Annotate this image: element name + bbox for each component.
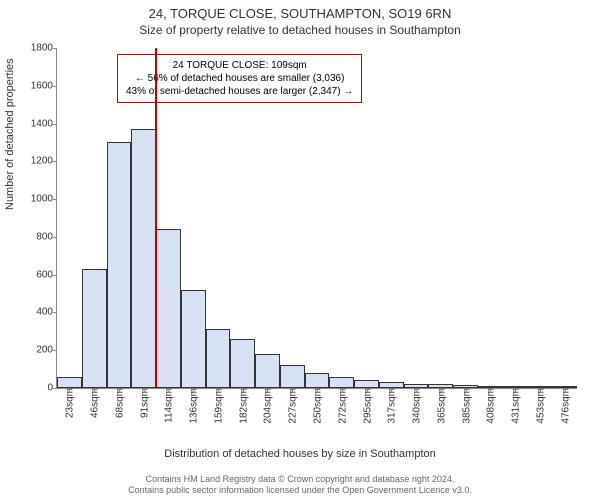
x-tick-label: 453sqm xyxy=(533,388,546,424)
annotation-line1: 24 TORQUE CLOSE: 109sqm xyxy=(126,59,353,72)
y-tick-mark xyxy=(53,350,57,351)
y-tick-mark xyxy=(53,199,57,200)
x-tick-mark xyxy=(144,388,145,392)
y-tick-mark xyxy=(53,312,57,313)
x-tick-label: 23sqm xyxy=(63,388,76,418)
y-tick-mark xyxy=(53,48,57,49)
footer-attribution: Contains HM Land Registry data © Crown c… xyxy=(0,474,600,496)
plot-area: 24 TORQUE CLOSE: 109sqm ← 56% of detache… xyxy=(56,48,577,389)
x-tick-mark xyxy=(441,388,442,392)
chart-subtitle: Size of property relative to detached ho… xyxy=(0,21,600,37)
x-tick-mark xyxy=(466,388,467,392)
y-tick-mark xyxy=(53,388,57,389)
x-tick-label: 114sqm xyxy=(162,388,175,423)
histogram-bar xyxy=(354,380,379,388)
x-tick-mark xyxy=(94,388,95,392)
annotation-line3: 43% of semi-detached houses are larger (… xyxy=(126,85,353,98)
x-tick-label: 46sqm xyxy=(88,388,101,418)
y-tick-mark xyxy=(53,237,57,238)
annotation-box: 24 TORQUE CLOSE: 109sqm ← 56% of detache… xyxy=(117,54,362,103)
histogram-bar xyxy=(329,377,354,388)
histogram-bar xyxy=(57,377,82,388)
x-tick-mark xyxy=(243,388,244,392)
x-tick-label: 182sqm xyxy=(236,388,249,424)
x-tick-mark xyxy=(416,388,417,392)
histogram-bar xyxy=(131,129,156,388)
x-tick-label: 295sqm xyxy=(360,388,373,424)
footer-line1: Contains HM Land Registry data © Crown c… xyxy=(0,474,600,485)
histogram-bar xyxy=(181,290,206,388)
x-tick-label: 159sqm xyxy=(211,388,224,424)
histogram-bar xyxy=(107,142,132,388)
histogram-bar xyxy=(156,229,181,388)
y-tick-mark xyxy=(53,275,57,276)
x-tick-mark xyxy=(119,388,120,392)
x-tick-mark xyxy=(367,388,368,392)
property-marker-line xyxy=(155,48,157,388)
histogram-bar xyxy=(230,339,255,388)
x-tick-label: 91sqm xyxy=(137,388,150,418)
x-tick-label: 250sqm xyxy=(311,388,324,424)
histogram-bar xyxy=(280,365,305,388)
x-tick-label: 272sqm xyxy=(335,388,348,424)
histogram-bar xyxy=(82,269,107,388)
x-tick-label: 476sqm xyxy=(558,388,571,424)
x-tick-mark xyxy=(267,388,268,392)
x-tick-mark xyxy=(317,388,318,392)
histogram-bar xyxy=(255,354,280,388)
x-tick-label: 365sqm xyxy=(434,388,447,424)
x-axis-label: Distribution of detached houses by size … xyxy=(0,448,600,460)
x-tick-mark xyxy=(565,388,566,392)
x-tick-label: 408sqm xyxy=(484,388,497,424)
chart-container: 24, TORQUE CLOSE, SOUTHAMPTON, SO19 6RN … xyxy=(0,0,600,500)
x-tick-label: 204sqm xyxy=(261,388,274,424)
y-tick-mark xyxy=(53,124,57,125)
x-tick-mark xyxy=(193,388,194,392)
x-tick-mark xyxy=(292,388,293,392)
x-tick-mark xyxy=(168,388,169,392)
histogram-bar xyxy=(206,329,231,388)
x-tick-mark xyxy=(391,388,392,392)
histogram-bar xyxy=(305,373,330,388)
x-tick-label: 340sqm xyxy=(410,388,423,424)
annotation-line2: ← 56% of detached houses are smaller (3,… xyxy=(126,72,353,85)
x-tick-label: 227sqm xyxy=(286,388,299,424)
x-tick-label: 68sqm xyxy=(112,388,125,418)
x-tick-mark xyxy=(218,388,219,392)
y-tick-mark xyxy=(53,161,57,162)
x-tick-label: 317sqm xyxy=(385,388,398,424)
chart-title: 24, TORQUE CLOSE, SOUTHAMPTON, SO19 6RN xyxy=(0,0,600,21)
x-tick-label: 385sqm xyxy=(459,388,472,424)
x-tick-label: 431sqm xyxy=(509,388,522,424)
x-tick-label: 136sqm xyxy=(187,388,200,424)
y-tick-mark xyxy=(53,86,57,87)
x-tick-mark xyxy=(490,388,491,392)
x-tick-mark xyxy=(69,388,70,392)
x-tick-mark xyxy=(515,388,516,392)
x-tick-mark xyxy=(540,388,541,392)
x-tick-mark xyxy=(342,388,343,392)
footer-line2: Contains public sector information licen… xyxy=(0,485,600,496)
y-axis-label: Number of detached properties xyxy=(4,58,16,210)
